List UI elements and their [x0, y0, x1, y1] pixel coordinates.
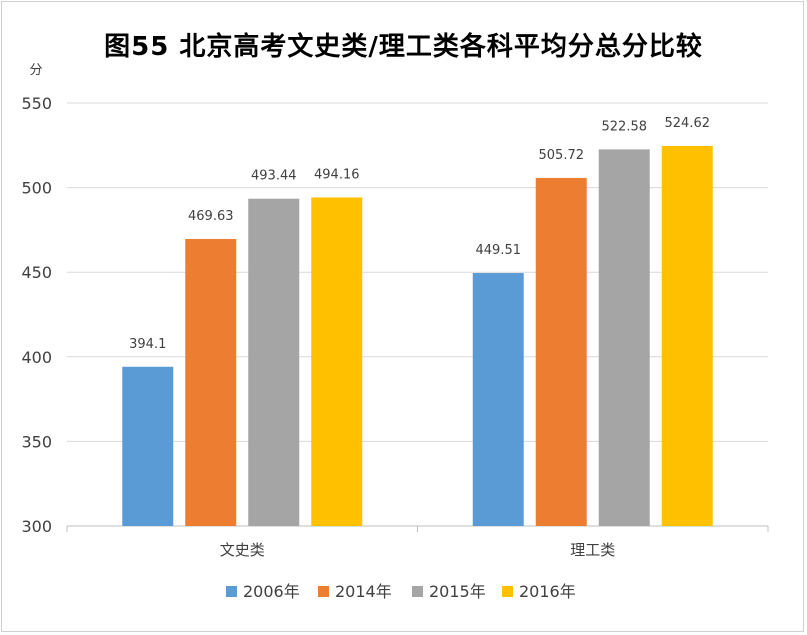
data-label: 493.44 [251, 169, 297, 184]
data-label: 494.16 [314, 167, 360, 182]
bars [122, 145, 713, 527]
legend-label: 2016年 [519, 582, 576, 601]
bar [598, 149, 650, 526]
x-axis: 文史类 理工类 [66, 526, 769, 559]
legend-label: 2006年 [243, 582, 300, 601]
x-tick-label: 文史类 [220, 541, 265, 559]
y-tick-label: 500 [21, 179, 52, 198]
legend-swatch [226, 586, 237, 597]
chart-title: 图55 北京高考文史类/理工类各科平均分总分比较 [104, 32, 703, 62]
bar [185, 238, 237, 527]
y-tick-label: 450 [21, 263, 52, 282]
data-label: 449.51 [476, 243, 522, 258]
legend-swatch [412, 586, 423, 597]
bar [122, 366, 174, 526]
y-tick-label: 350 [21, 432, 52, 451]
legend: 2006年 2014年 2015年 2016年 [226, 582, 576, 601]
legend-swatch [318, 586, 329, 597]
bar [661, 145, 713, 526]
x-tick-label: 理工类 [570, 541, 615, 559]
data-label: 394.1 [129, 337, 166, 352]
y-axis: 300 350 400 450 500 550 [21, 94, 52, 536]
y-tick-label: 300 [21, 517, 52, 536]
y-tick-label: 550 [21, 94, 52, 113]
bar [311, 197, 363, 527]
gridlines [67, 102, 768, 527]
data-labels: 394.1 469.63 493.44 494.16 449.51 505.72 522.5… [129, 116, 710, 352]
data-label: 524.62 [665, 116, 711, 131]
y-axis-label: 分 [29, 63, 42, 78]
legend-label: 2015年 [429, 582, 486, 601]
bar [535, 177, 587, 526]
bar [248, 198, 300, 526]
legend-swatch [502, 586, 513, 597]
y-tick-label: 400 [21, 348, 52, 367]
legend-label: 2014年 [335, 582, 392, 601]
bar [472, 273, 524, 526]
data-label: 522.58 [602, 119, 648, 134]
data-label: 505.72 [539, 148, 585, 163]
data-label: 469.63 [188, 209, 234, 224]
